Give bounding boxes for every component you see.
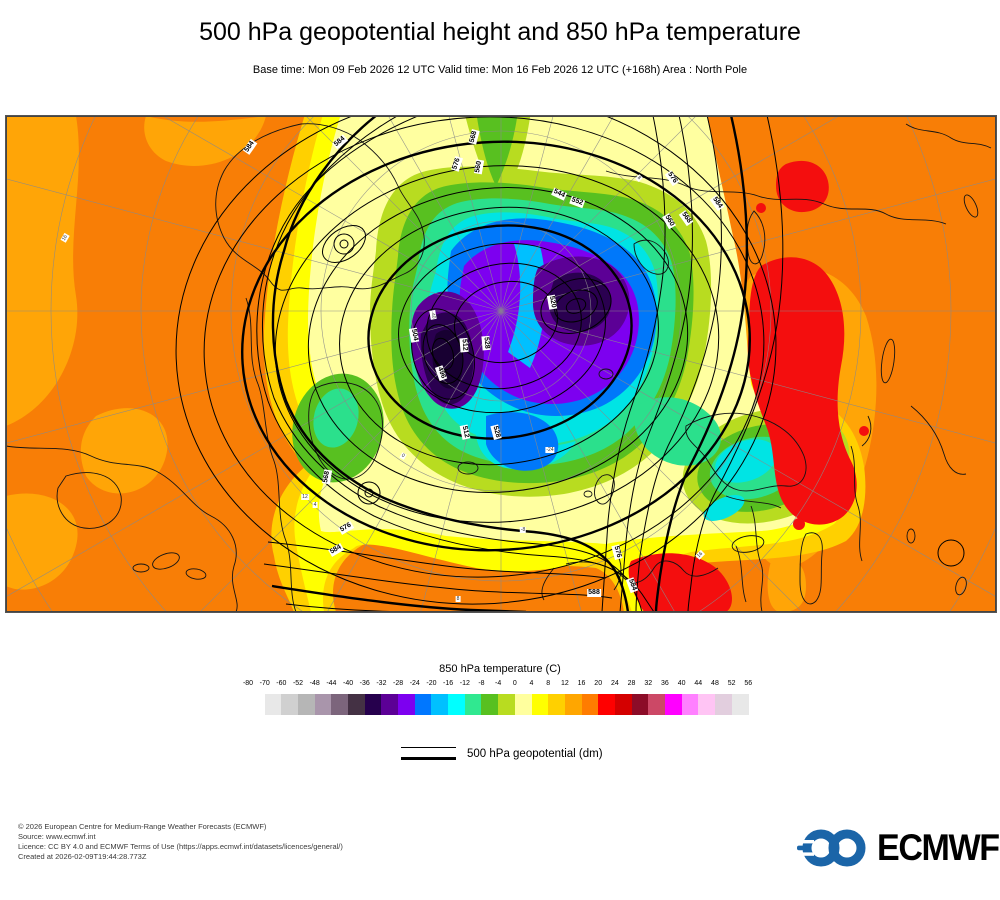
colorbar-tick: -48	[309, 680, 320, 687]
base-valid-time: Base time: Mon 09 Feb 2026 12 UTC Valid …	[252, 64, 748, 76]
colorbar-tick: -32	[376, 680, 387, 687]
colorbar-ticks: -80 -70 -60 -52 -48 -44 -40 -36 -32 -28 -24 -20 -16-…	[243, 680, 765, 690]
colorbar-tick: -8	[478, 680, 485, 687]
colorbar-cell	[431, 694, 449, 715]
colorbar-cell	[381, 694, 399, 715]
colorbar-cell	[664, 694, 683, 715]
colorbar-tick: -4	[495, 680, 502, 687]
colorbar-tick: 48	[711, 680, 719, 687]
geopotential-contours	[175, 116, 965, 612]
colorbar-tick: 4	[529, 680, 534, 687]
colorbar-tick: 52	[727, 680, 736, 687]
ecmwf-logo-icon	[797, 829, 866, 867]
ecmwf-logo: ECMWF	[797, 826, 1000, 870]
colorbar-cell	[448, 694, 466, 715]
footer: © 2026 European Centre for Medium-Range …	[18, 822, 343, 862]
colorbar-cell	[564, 694, 583, 715]
colorbar-tick: 40	[677, 680, 686, 687]
colorbar-tick: 44	[694, 680, 703, 687]
colorbar-tick: -52	[292, 680, 304, 687]
geopotential-line-thick	[401, 757, 456, 760]
colorbar-cell	[548, 694, 566, 715]
colorbar-tick: -24	[409, 680, 420, 687]
colorbar-tick: -60	[276, 680, 287, 687]
colorbar-tick: -80	[242, 680, 254, 687]
colorbar-tick: 28	[627, 680, 636, 687]
colorbar-cell	[298, 694, 316, 715]
colorbar-cell	[698, 694, 716, 715]
colorbar-cell	[514, 694, 532, 715]
colorbar-cell	[314, 694, 332, 715]
geopotential-line-thin	[401, 747, 456, 749]
colorbar-cell	[364, 694, 382, 715]
colorbar-tick: 12	[560, 680, 569, 687]
colorbar-tick: -40	[342, 680, 354, 687]
colorbar-tick: 8	[546, 680, 551, 687]
colorbar-cell	[398, 694, 416, 715]
colorbar-tick: -20	[426, 680, 437, 687]
colorbar-tick: 56	[744, 680, 753, 687]
colorbar-cell	[498, 694, 516, 715]
colorbar-tick: -44	[326, 680, 337, 687]
colorbar-tick: 32	[644, 680, 653, 687]
colorbar-tick: 36	[661, 680, 669, 687]
weather-map	[5, 115, 997, 613]
colorbar-cell	[614, 694, 633, 715]
colorbar-cell	[631, 694, 649, 715]
footer-licence: Licence: CC BY 4.0 and ECMWF Terms of Us…	[18, 842, 343, 851]
temperature-colorbar	[248, 694, 766, 715]
colorbar-cell	[648, 694, 666, 715]
colorbar-cell	[414, 694, 432, 715]
footer-copyright: © 2026 European Centre for Medium-Range …	[18, 822, 267, 831]
colorbar-tick: -12	[459, 680, 470, 687]
colorbar-tick: 24	[610, 680, 619, 687]
colorbar-cell	[348, 694, 366, 715]
colorbar-tick: -16	[443, 680, 454, 687]
colorbar-cell	[281, 694, 299, 715]
graticule	[6, 116, 996, 612]
colorbar-cell	[681, 694, 699, 715]
footer-created: Created at 2026-02-09T19:44:28.773Z	[18, 852, 147, 861]
colorbar-cell	[464, 694, 482, 715]
colorbar-cell	[581, 694, 599, 715]
colorbar-title: 850 hPa temperature (C)	[439, 663, 561, 675]
colorbar-cell	[481, 694, 499, 715]
colorbar-tick: -36	[359, 680, 370, 687]
footer-source: Source: www.ecmwf.int	[18, 832, 96, 841]
page-title: 500 hPa geopotential height and 850 hPa …	[199, 18, 801, 46]
colorbar-tick: -28	[393, 680, 404, 687]
colorbar-cell	[248, 694, 266, 715]
colorbar-tick: -70	[259, 680, 270, 687]
colorbar-tick: 16	[577, 680, 586, 687]
ecmwf-logo-text: ECMWF	[877, 827, 1000, 868]
colorbar-cell	[714, 694, 733, 715]
colorbar-cell	[264, 694, 282, 715]
map-border	[6, 116, 996, 612]
colorbar-tick: 20	[594, 680, 603, 687]
colorbar-tick: 0	[512, 680, 517, 687]
colorbar-cell	[331, 694, 349, 715]
colorbar-cell	[531, 694, 549, 715]
colorbar-cell	[598, 694, 616, 715]
colorbar-cell	[731, 694, 749, 715]
geopotential-legend-label: 500 hPa geopotential (dm)	[467, 748, 603, 760]
